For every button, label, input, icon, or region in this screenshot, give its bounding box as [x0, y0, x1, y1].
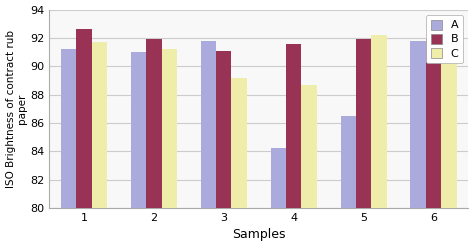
Y-axis label: ISO Brightness of contract rub
paper: ISO Brightness of contract rub paper: [6, 30, 27, 188]
Bar: [426, 39, 441, 247]
Bar: [441, 21, 456, 247]
Bar: [301, 85, 317, 247]
Bar: [61, 49, 76, 247]
Bar: [410, 41, 426, 247]
Bar: [91, 42, 107, 247]
Bar: [162, 49, 177, 247]
Bar: [340, 116, 356, 247]
Bar: [131, 52, 146, 247]
Legend: A, B, C: A, B, C: [426, 15, 463, 63]
X-axis label: Samples: Samples: [232, 228, 285, 242]
Bar: [271, 148, 286, 247]
Bar: [146, 39, 162, 247]
Bar: [201, 41, 216, 247]
Bar: [231, 78, 247, 247]
Bar: [371, 35, 387, 247]
Bar: [286, 43, 301, 247]
Bar: [76, 29, 91, 247]
Bar: [216, 51, 231, 247]
Bar: [356, 39, 371, 247]
